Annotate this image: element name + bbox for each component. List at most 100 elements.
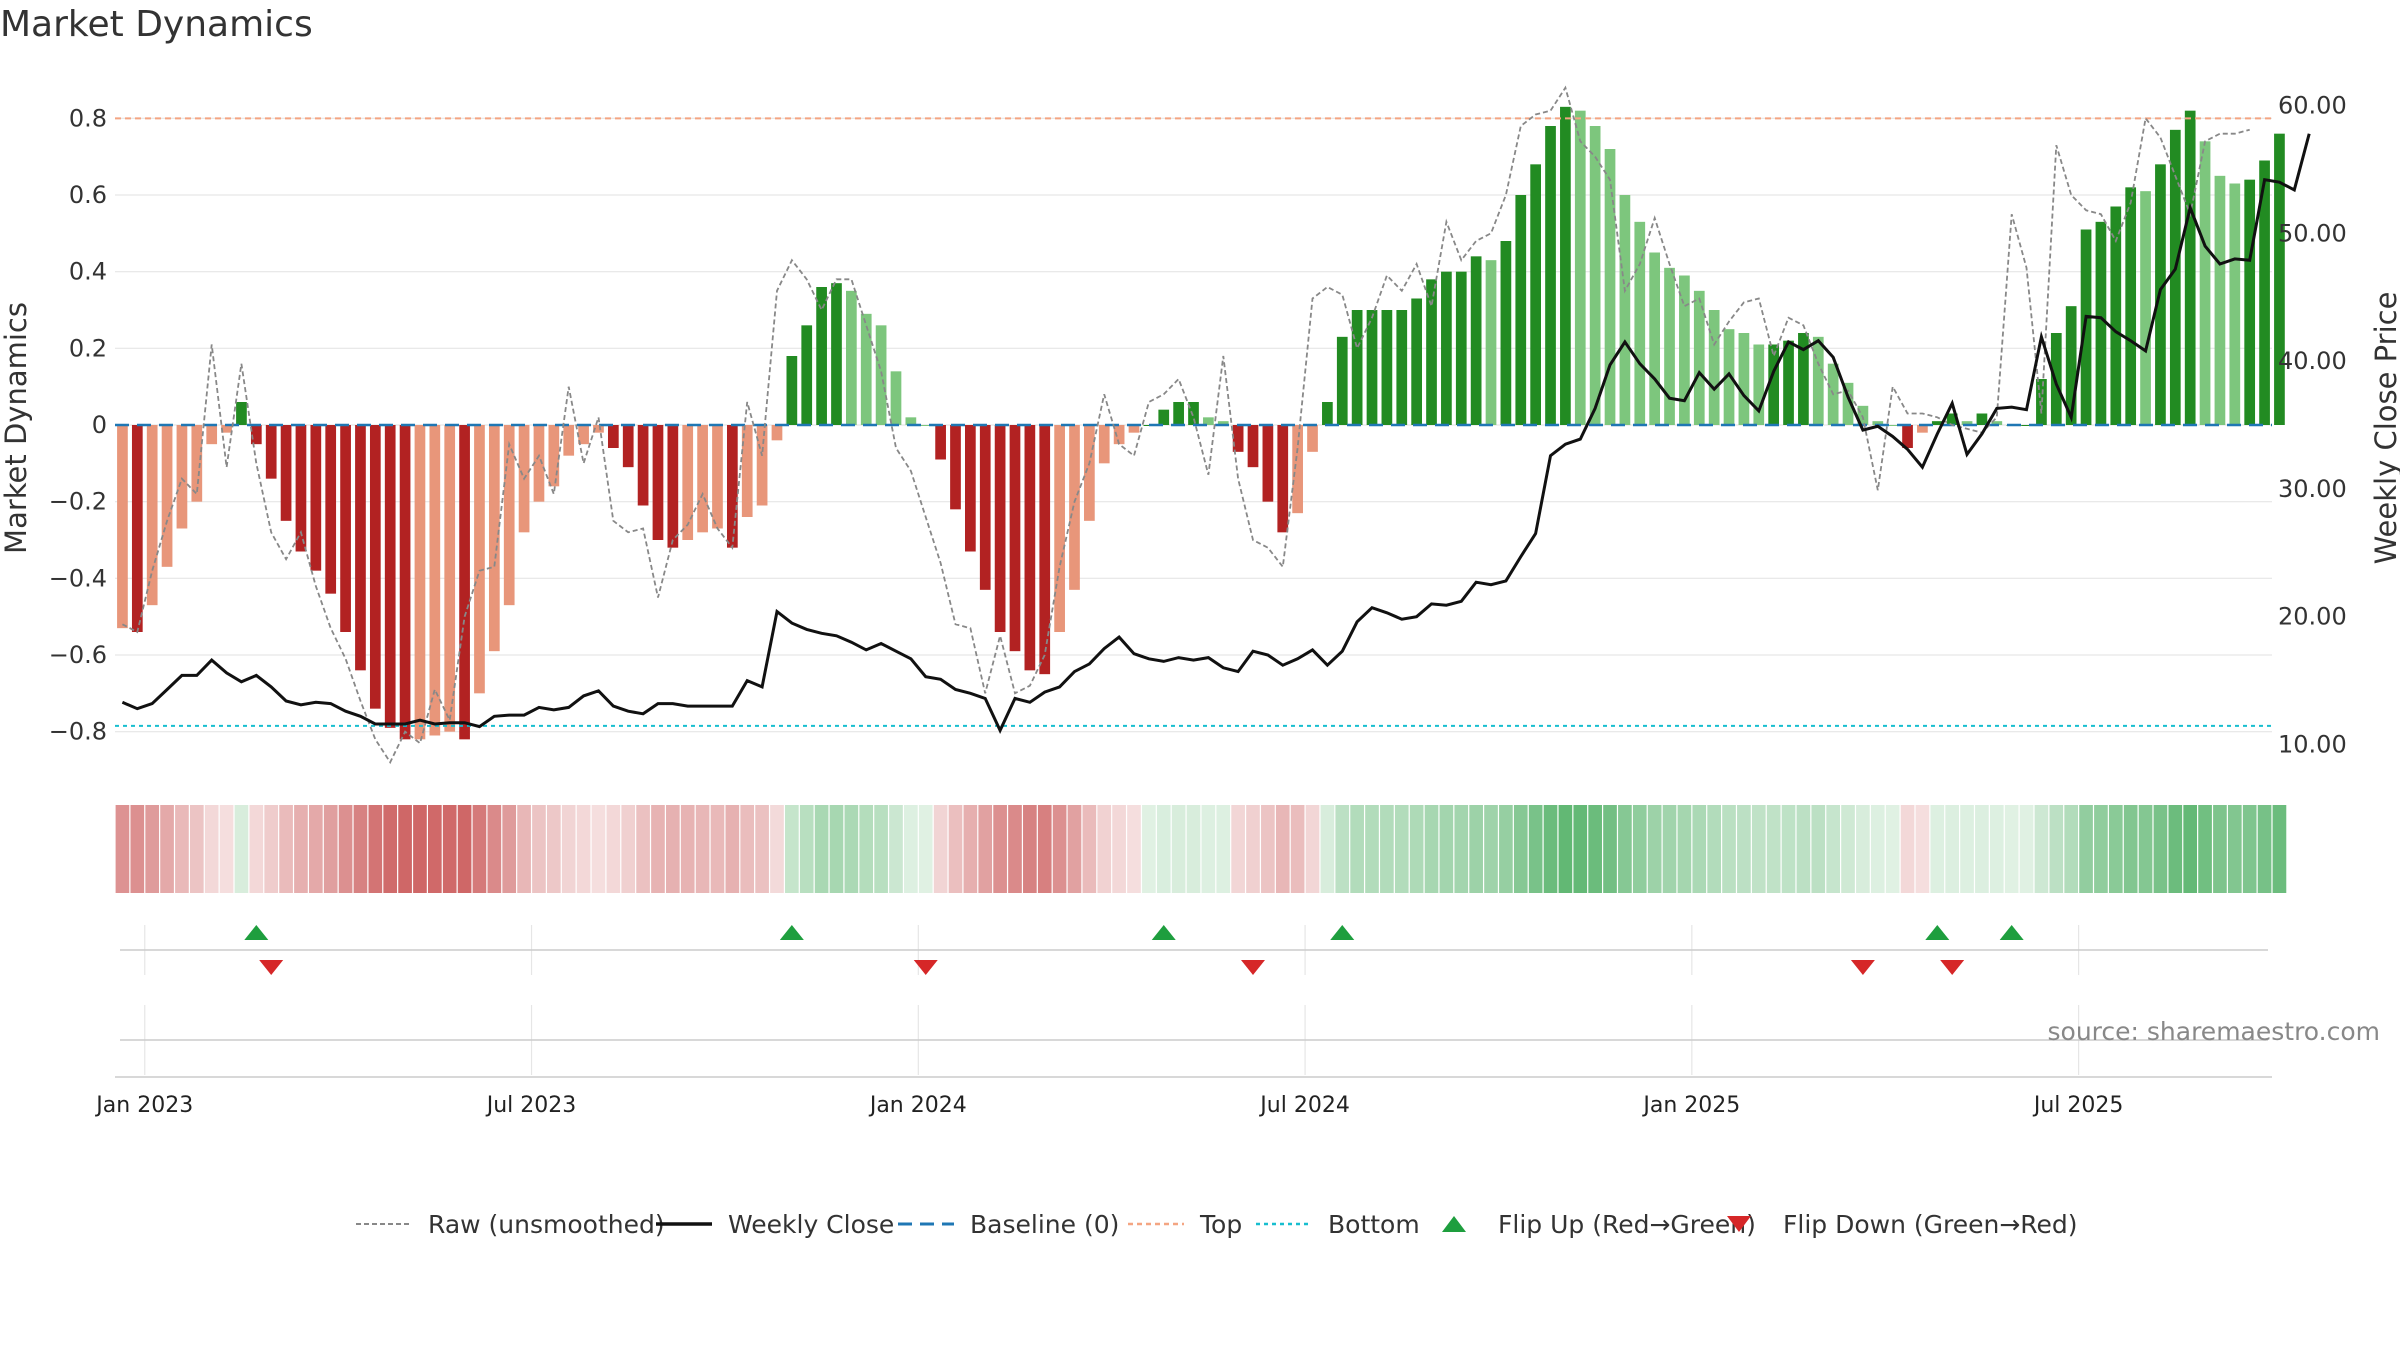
heat-cell <box>2034 805 2049 893</box>
flip-down-marker <box>1850 960 1875 975</box>
heat-cell <box>1231 805 1245 893</box>
dynamics-bar <box>890 371 902 425</box>
dynamics-bar <box>756 425 768 506</box>
heat-cell <box>1469 805 1483 893</box>
x-tick-label: Jan 2024 <box>868 1093 967 1118</box>
y-tick-label: 0 <box>92 411 107 439</box>
dynamics-bar <box>1084 425 1095 521</box>
legend: Raw (unsmoothed) Weekly Close Baseline (0)… <box>356 1210 2078 1239</box>
legend-swatch <box>1727 1216 1751 1232</box>
heat-cell <box>368 805 383 893</box>
dynamics-bar <box>1426 279 1437 425</box>
heat-cell <box>249 805 264 893</box>
heat-cell <box>1454 805 1469 893</box>
dynamics-bar <box>979 425 991 590</box>
legend-label: Baseline (0) <box>970 1210 1119 1239</box>
heat-cell <box>1156 805 1171 893</box>
heat-cell <box>1320 805 1335 893</box>
heat-cell <box>398 805 412 893</box>
heat-cell <box>2198 805 2212 893</box>
heat-cell <box>1870 805 1885 893</box>
dynamics-bar <box>1991 421 2003 425</box>
heat-cell <box>1588 805 1602 893</box>
heat-cell <box>2019 805 2034 893</box>
dynamics-bar <box>1262 425 1274 502</box>
heat-cell <box>517 805 531 893</box>
heat-cell <box>457 805 472 893</box>
dynamics-bar <box>697 425 708 533</box>
dynamics-bar <box>1322 402 1333 425</box>
dynamics-bar <box>1842 382 1854 425</box>
heat-cell <box>2153 805 2168 893</box>
x-tick-label: Jul 2024 <box>1258 1093 1350 1118</box>
dynamics-bar <box>1113 425 1125 445</box>
y-axis-label: Market Dynamics <box>0 302 33 554</box>
heat-cell <box>1097 805 1112 893</box>
heat-cell <box>1216 805 1231 893</box>
heat-cell <box>725 805 740 893</box>
heat-cell <box>1811 805 1826 893</box>
dynamics-bar <box>1455 271 1467 425</box>
heat-cell <box>1171 805 1186 893</box>
dynamics-bar <box>1292 425 1303 514</box>
heat-cell <box>294 805 308 893</box>
bars-group <box>117 106 2285 740</box>
heat-cell <box>2064 805 2079 893</box>
flip-up-marker <box>1999 925 2024 940</box>
dynamics-bar <box>399 425 411 740</box>
heat-cell <box>799 805 814 893</box>
heat-cell <box>1484 805 1498 893</box>
heat-cell <box>606 805 621 893</box>
dynamics-bar <box>712 425 723 529</box>
dynamics-bar <box>1560 106 1571 425</box>
right-y-axis: 60.00 50.00 40.00 30.00 20.00 10.00 <box>2278 92 2347 759</box>
legend-item-close: Weekly Close <box>656 1210 894 1239</box>
dynamics-bar <box>1664 267 1675 425</box>
heat-cell <box>651 805 665 893</box>
heat-cell <box>1350 805 1364 893</box>
x-axis: Jan 2023 Jul 2023 Jan 2024 Jul 2024 Jan 2025… <box>94 1093 2123 1118</box>
heat-cell <box>1052 805 1067 893</box>
heat-cell <box>145 805 160 893</box>
dynamics-bar <box>265 425 277 479</box>
heat-cell <box>189 805 204 893</box>
dynamics-bar <box>191 425 203 502</box>
dynamics-bar <box>622 425 634 468</box>
y-tick-label: −0.4 <box>49 564 107 592</box>
dynamics-bar <box>860 313 872 425</box>
heat-cell <box>2049 805 2064 893</box>
heat-cell <box>740 805 755 893</box>
heat-cell <box>1841 805 1855 893</box>
dynamics-bar <box>1619 195 1631 425</box>
heat-cell <box>532 805 546 893</box>
heat-cell <box>279 805 293 893</box>
dynamics-bar <box>935 425 946 460</box>
dynamics-bar <box>161 425 173 567</box>
dynamics-bar <box>1902 425 1913 448</box>
dynamics-bar <box>667 425 679 548</box>
y-tick-label: −0.8 <box>49 718 107 746</box>
heat-cell <box>1647 805 1662 893</box>
dynamics-bar <box>131 425 143 632</box>
dynamics-bar <box>117 425 128 629</box>
heat-cell <box>1082 805 1097 893</box>
heat-cell <box>1305 805 1320 893</box>
heat-cell <box>1037 805 1052 893</box>
heat-cell <box>1186 805 1201 893</box>
heat-cell <box>1365 805 1379 893</box>
dynamics-bar <box>2140 191 2151 425</box>
heat-cell <box>1409 805 1424 893</box>
flip-down-marker <box>913 960 938 975</box>
heat-cell <box>1885 805 1900 893</box>
dynamics-bar <box>2184 110 2196 426</box>
dynamics-bar <box>429 425 441 736</box>
heat-cell <box>1692 805 1707 893</box>
empty-panel <box>115 1005 2272 1078</box>
heat-cell <box>904 805 918 893</box>
heat-cell <box>204 805 219 893</box>
heat-strip <box>115 805 2287 893</box>
heat-cell <box>1023 805 1037 893</box>
dynamics-bar <box>593 425 604 433</box>
dynamics-bar <box>1530 164 1542 426</box>
dynamics-bar <box>905 417 917 425</box>
